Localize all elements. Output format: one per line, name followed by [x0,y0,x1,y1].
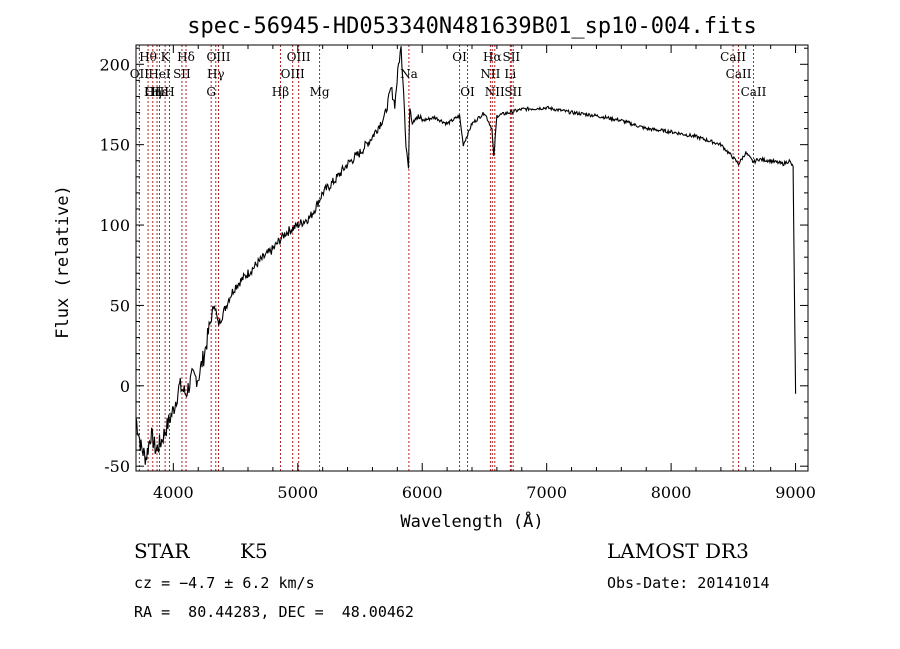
y-tick-label: -50 [104,457,130,476]
x-tick-label: 6000 [402,483,443,502]
y-tick-label: 50 [110,296,130,315]
line-label: Hθ [139,50,157,64]
x-tick-label: 9000 [775,483,816,502]
line-label: OI [460,85,475,99]
x-tick-label: 7000 [526,483,567,502]
line-label: CaII [720,50,746,64]
line-label: Hγ [207,67,225,81]
y-tick-label: 200 [99,55,130,74]
x-tick-label: 5000 [277,483,318,502]
line-label: OIII [281,67,305,81]
object-subclass: K5 [240,539,268,563]
line-label: NII [485,85,505,99]
line-label: OIII [206,50,230,64]
y-axis-label: Flux (relative) [53,185,73,339]
line-label: OI [452,50,467,64]
y-tick-label: 0 [120,377,130,396]
x-tick-label: 8000 [651,483,692,502]
object-class: STAR [134,539,190,563]
x-axis-ticks: 4000 5000 6000 7000 8000 9000 [153,45,816,502]
line-label: OII [130,67,150,81]
line-label: CaII [726,67,752,81]
plot-frame [135,44,809,472]
coordinates: RA = 80.44283, DEC = 48.00462 [134,603,414,621]
line-label: K [161,50,171,64]
line-label: Hβ [272,85,289,99]
y-tick-label: 150 [99,136,130,155]
line-label: Hη [144,85,162,99]
y-axis-ticks: -50 0 50 100 150 200 [99,47,808,476]
line-label: G [206,85,216,99]
line-label: HeI [148,67,171,81]
line-label: SII [504,85,522,99]
emission-line-markers [138,45,754,471]
line-label: OIII [287,50,311,64]
line-label: CaII [741,85,767,99]
line-label: H [164,85,174,99]
line-label: Hε [151,85,168,99]
redshift-velocity: cz = −4.7 ± 6.2 km/s [134,574,315,592]
line-label: Mg [310,85,330,99]
spectrum-line [135,46,797,465]
line-label: SII [502,50,520,64]
x-axis-label: Wavelength (Å) [400,510,543,532]
survey-name: LAMOST DR3 [607,539,749,563]
line-label: NII [480,67,500,81]
line-label: Hδ [177,50,195,64]
line-label: Na [400,67,418,81]
y-tick-label: 100 [99,216,130,235]
line-label: SII [173,67,191,81]
line-label: Hα [483,50,502,64]
x-tick-label: 4000 [153,483,194,502]
chart-title: spec-56945-HD053340N481639B01_sp10-004.f… [187,14,757,39]
observation-date: Obs-Date: 20141014 [607,574,770,592]
line-label: OIII [145,85,169,99]
line-label: Li [504,67,516,81]
